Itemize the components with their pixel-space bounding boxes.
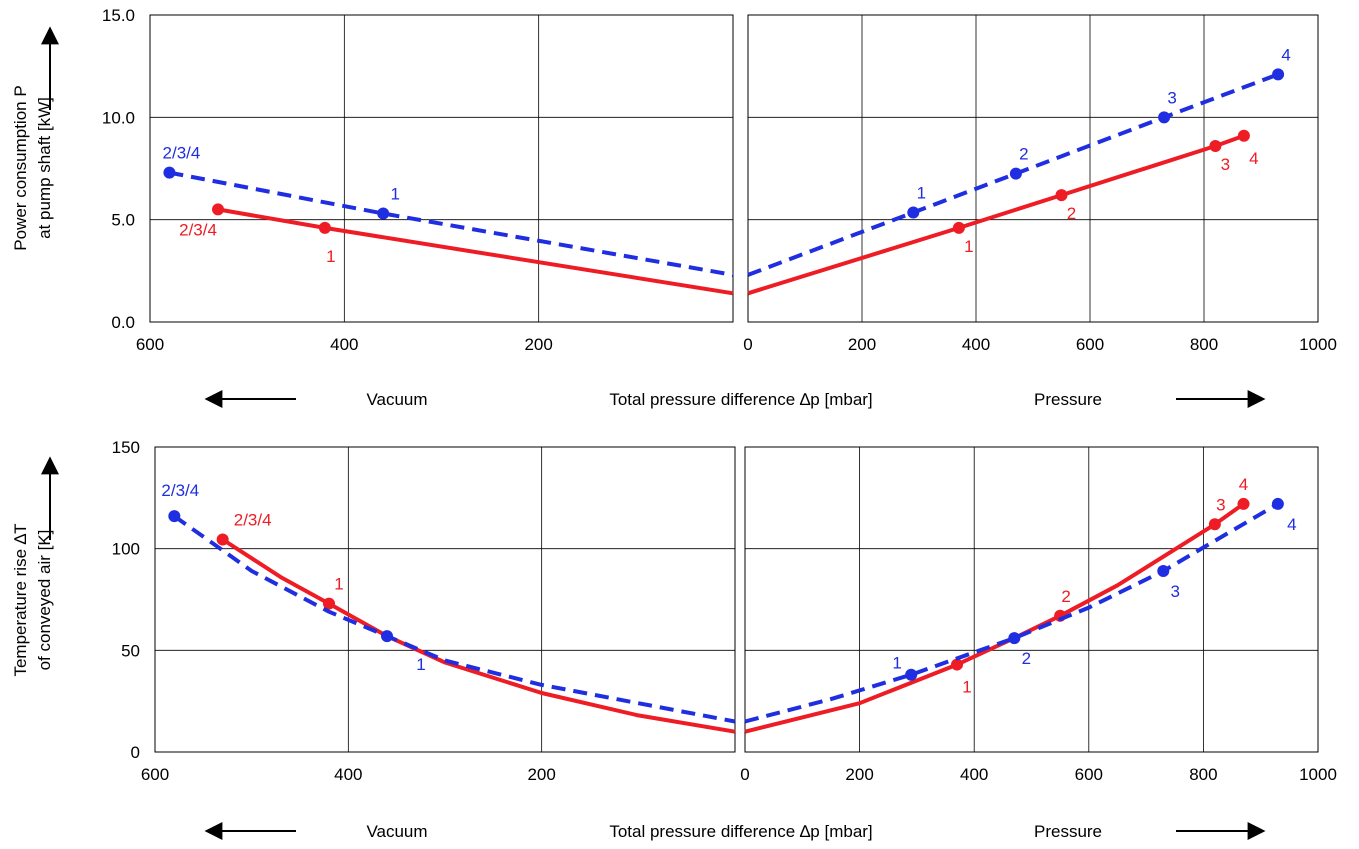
blue-series-marker [1157,565,1170,578]
blue-series-marker [1272,68,1285,81]
blue-series-point-label: 2/3/4 [161,481,199,500]
x-axis-title: Total pressure difference ∆p [mbar] [609,822,872,841]
red-series-marker [1055,189,1068,202]
blue-series-marker [1271,497,1284,510]
x-tick-label: 600 [1075,765,1103,784]
blue-series-point-label: 3 [1167,88,1176,107]
x-tick-label: 200 [848,335,876,354]
x-tick-label: 600 [141,765,169,784]
blue-series-marker [163,166,176,179]
blue-series-point-label: 1 [917,184,926,203]
x-tick-label: 200 [527,765,555,784]
x-tick-label: 400 [960,765,988,784]
blue-series-point-label: 4 [1281,45,1290,64]
x-label-vacuum: Vacuum [366,822,427,841]
x-tick-label: 600 [1076,335,1104,354]
y-axis-title: Power consumption P [11,85,30,250]
blue-series-marker [1008,632,1021,645]
red-series-point-label: 4 [1239,475,1248,494]
y-tick-label: 10.0 [102,108,135,127]
red-series-point-label: 1 [964,237,973,256]
red-series-marker [951,658,964,671]
blue-series-vacuum-line [169,170,734,277]
x-axis-title: Total pressure difference ∆p [mbar] [609,390,872,409]
x-tick-label: 1000 [1299,335,1337,354]
red-series-point-label: 2/3/4 [234,511,272,530]
y-tick-label: 150 [112,438,140,457]
blue-series-point-label: 4 [1287,515,1296,534]
x-tick-label: 0 [740,765,749,784]
vacuum-panel-frame [149,14,734,323]
blue-series-point-label: 1 [390,185,399,204]
x-tick-label: 400 [330,335,358,354]
blue-series-point-label: 2 [1022,649,1031,668]
pressure-panel-frame [744,446,1319,753]
y-tick-label: 15.0 [102,6,135,25]
red-series-marker [1209,139,1222,152]
red-series-vacuum-line [217,207,734,296]
red-series-point-label: 2 [1067,204,1076,223]
red-series-marker [952,221,965,234]
blue-series-point-label: 1 [892,654,901,673]
x-tick-label: 200 [524,335,552,354]
red-series-pressure-line [747,133,1245,296]
pressure-panel-frame [747,14,1319,323]
blue-series-marker [1009,167,1022,180]
blue-series-marker [377,207,390,220]
y-axis-title: at pump shaft [kW] [35,97,54,239]
y-tick-label: 50 [121,641,140,660]
blue-series-vacuum-line [173,514,736,724]
y-axis-title: of conveyed air [K] [35,530,54,671]
blue-series-marker [1158,111,1171,124]
red-series-point-label: 3 [1221,155,1230,174]
blue-series-point-label: 1 [416,655,425,674]
red-series-marker [1237,129,1250,142]
x-tick-label: 600 [136,335,164,354]
red-series-point-label: 2/3/4 [179,220,217,239]
x-label-pressure: Pressure [1034,822,1102,841]
blue-series-point-label: 3 [1171,582,1180,601]
red-series-point-label: 3 [1216,495,1225,514]
red-series-point-label: 2 [1061,587,1070,606]
red-series-marker [318,221,331,234]
x-label-pressure: Pressure [1034,390,1102,409]
red-series-point-label: 4 [1249,149,1258,168]
x-tick-label: 400 [334,765,362,784]
red-series-point-label: 1 [962,678,971,697]
x-tick-label: 800 [1189,765,1217,784]
x-tick-label: 200 [845,765,873,784]
blue-series-marker [905,668,918,681]
red-series-point-label: 1 [326,247,335,266]
blue-series-point-label: 2 [1019,145,1028,164]
x-tick-label: 400 [962,335,990,354]
red-series-marker [212,203,225,216]
y-tick-label: 0.0 [111,313,135,332]
red-series-point-label: 1 [334,575,343,594]
red-series-marker [1237,497,1250,510]
x-label-vacuum: Vacuum [366,390,427,409]
red-series-marker [216,533,229,546]
blue-series-marker [381,630,393,643]
blue-series-point-label: 2/3/4 [163,144,201,163]
red-series-marker [323,597,335,610]
red-series-pressure-line [744,502,1245,734]
x-tick-label: 1000 [1299,765,1337,784]
red-series-marker [1208,518,1221,531]
x-tick-label: 800 [1190,335,1218,354]
x-tick-label: 0 [743,335,752,354]
y-tick-label: 0 [131,743,140,762]
y-tick-label: 5.0 [111,211,135,230]
y-tick-label: 100 [112,540,140,559]
blue-series-marker [907,206,920,219]
blue-series-marker [168,510,181,523]
red-series-vacuum-line [221,537,736,734]
y-axis-title: Temperature rise ∆T [11,523,30,676]
